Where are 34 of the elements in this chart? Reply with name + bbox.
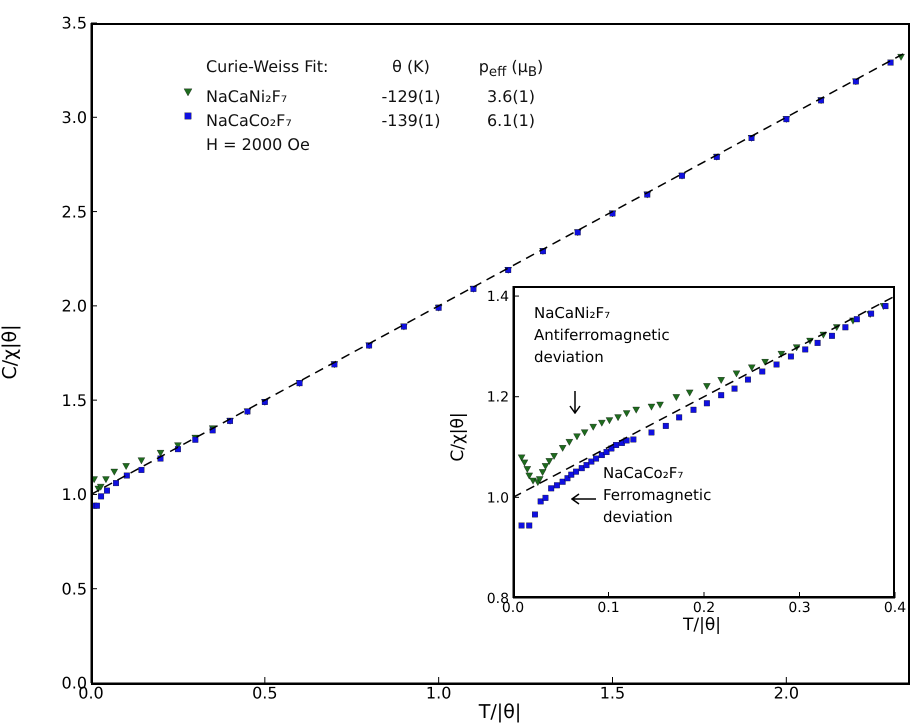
- annotation: θ (K): [392, 57, 430, 76]
- y-tick-label: 1.0: [486, 490, 509, 506]
- x-tick-label: 2.0: [774, 683, 800, 702]
- x-axis-title: T/|θ|: [682, 614, 722, 636]
- y-tick-label: 2.5: [62, 202, 87, 222]
- y-tick-label: 1.2: [486, 390, 509, 406]
- y-axis-title: C/χ|θ|: [447, 411, 469, 464]
- annotation: NaCaNi₂F₇ Antiferromagnetic deviation: [534, 303, 670, 368]
- annotation: NaCaCo₂F₇ Ferromagnetic deviation: [603, 463, 712, 528]
- annotation: 6.1(1): [486, 110, 536, 132]
- x-tick-label: 0.2: [692, 600, 716, 616]
- y-tick-label: 1.0: [62, 485, 87, 504]
- y-tick-label: 1.5: [62, 390, 87, 410]
- x-tick-label: 0.4: [884, 600, 906, 616]
- annotation: -129(1): [380, 86, 442, 108]
- x-tick-label: 1.0: [426, 683, 452, 702]
- legend-title: Curie-Weiss Fit:: [206, 56, 330, 78]
- y-axis-title: C/χ|θ|: [0, 323, 22, 382]
- annotation: p$_{eff}$ (μ$_{B}$): [478, 57, 544, 80]
- legend-label: NaCaCo₂F₇: [206, 110, 293, 132]
- annotation: H = 2000 Oe: [206, 134, 311, 156]
- annotation: 3.6(1): [486, 86, 536, 108]
- y-tick-label: 0.5: [62, 579, 87, 598]
- x-tick-label: 1.5: [600, 683, 626, 702]
- y-tick-label: 3.5: [62, 14, 87, 33]
- y-tick-label: 3.0: [62, 108, 87, 127]
- y-tick-label: 1.4: [486, 289, 510, 306]
- x-tick-label: 0.3: [788, 600, 811, 616]
- x-tick-label: 0.1: [597, 600, 620, 616]
- annotation: -139(1): [380, 110, 442, 132]
- y-tick-label: 2.0: [62, 296, 87, 316]
- legend-label: NaCaNi₂F₇: [206, 86, 288, 108]
- x-tick-label: 0.5: [252, 683, 278, 702]
- x-axis-title: T/|θ|: [478, 701, 522, 723]
